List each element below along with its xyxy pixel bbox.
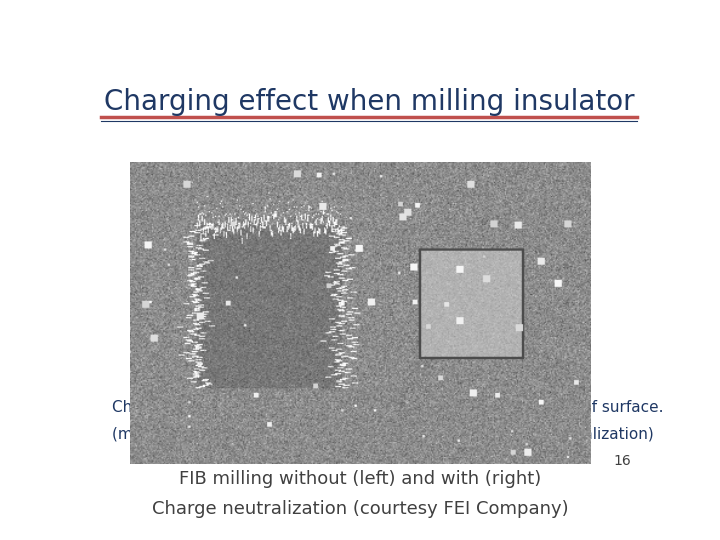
Text: Charge neutralization (courtesy FEI Company): Charge neutralization (courtesy FEI Comp… — [152, 500, 568, 517]
Text: Charging effect when milling insulator: Charging effect when milling insulator — [104, 87, 634, 116]
Text: Charging can be eliminated by electron beam bombardment of surface.: Charging can be eliminated by electron b… — [112, 400, 664, 415]
Text: (most FIB is equipped with SEM for imaging and charge neutralization): (most FIB is equipped with SEM for imagi… — [112, 427, 654, 442]
Text: 16: 16 — [613, 454, 631, 468]
Text: FIB milling without (left) and with (right): FIB milling without (left) and with (rig… — [179, 470, 541, 488]
